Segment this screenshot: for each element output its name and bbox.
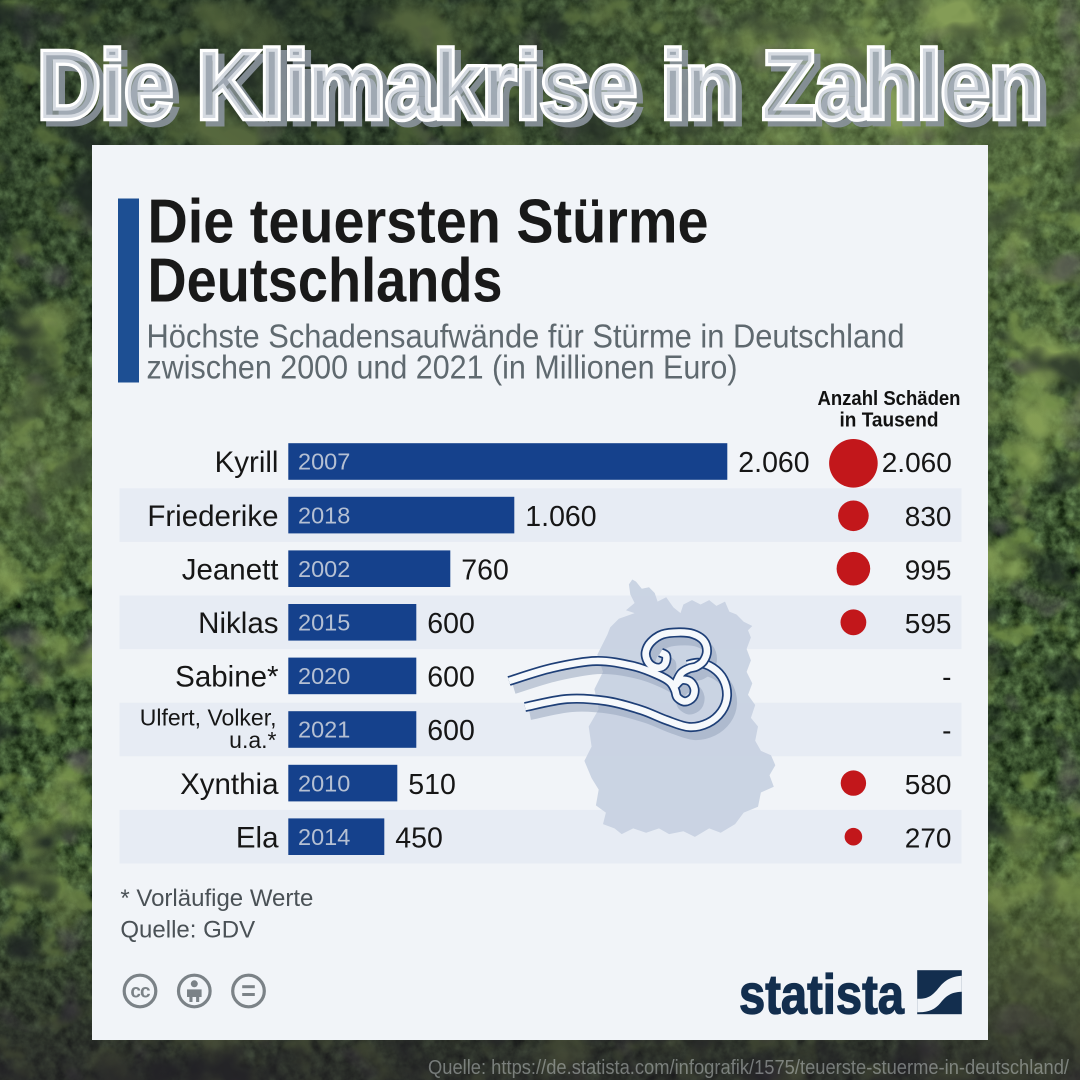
svg-text:statista: statista: [739, 963, 905, 1026]
svg-text:450: 450: [395, 822, 443, 854]
svg-text:Niklas: Niklas: [198, 607, 278, 640]
svg-text:Xynthia: Xynthia: [180, 768, 279, 801]
svg-text:2002: 2002: [298, 556, 350, 582]
svg-text:Anzahl Schäden: Anzahl Schäden: [818, 388, 961, 410]
svg-text:2.060: 2.060: [738, 447, 809, 479]
svg-text:Höchste Schadensaufwände für S: Höchste Schadensaufwände für Stürme in D…: [147, 317, 905, 354]
svg-text:-: -: [942, 662, 951, 693]
svg-text:Die teuersten Stürme: Die teuersten Stürme: [148, 187, 709, 256]
svg-text:* Vorläufige Werte: * Vorläufige Werte: [120, 885, 313, 912]
svg-text:Die Klimakrise in Zahlen: Die Klimakrise in Zahlen: [38, 32, 1043, 139]
svg-text:zwischen 2000 und 2021 (in Mil: zwischen 2000 und 2021 (in Millionen Eur…: [147, 348, 738, 385]
svg-text:510: 510: [408, 769, 456, 801]
svg-text:600: 600: [427, 608, 475, 640]
svg-text:2010: 2010: [298, 770, 350, 796]
svg-text:2007: 2007: [298, 449, 350, 475]
svg-text:-: -: [942, 715, 951, 746]
svg-text:Sabine*: Sabine*: [175, 661, 279, 694]
svg-text:595: 595: [905, 608, 952, 639]
svg-text:Kyrill: Kyrill: [215, 446, 279, 479]
svg-text:600: 600: [427, 715, 475, 747]
svg-text:2021: 2021: [298, 717, 350, 743]
svg-text:2020: 2020: [298, 663, 350, 689]
svg-text:cc: cc: [130, 982, 151, 1003]
svg-text:Friederike: Friederike: [147, 500, 278, 533]
svg-text:Jeanett: Jeanett: [182, 553, 279, 586]
svg-text:2018: 2018: [298, 502, 350, 528]
svg-text:1.060: 1.060: [525, 501, 596, 533]
svg-text:580: 580: [905, 769, 952, 800]
svg-text:u.a.*: u.a.*: [229, 727, 276, 753]
svg-text:in Tausend: in Tausend: [840, 410, 939, 432]
svg-text:995: 995: [905, 554, 952, 585]
svg-text:270: 270: [905, 822, 952, 853]
svg-text:2.060: 2.060: [882, 447, 952, 478]
svg-text:760: 760: [461, 554, 509, 586]
svg-text:600: 600: [427, 662, 475, 694]
svg-text:Quelle: GDV: Quelle: GDV: [120, 917, 255, 944]
svg-text:Ela: Ela: [236, 821, 279, 854]
svg-text:Die Klimakrise in Zahlen: Die Klimakrise in Zahlen: [44, 37, 1049, 144]
svg-text:2015: 2015: [298, 610, 350, 636]
svg-text:Deutschlands: Deutschlands: [148, 246, 503, 315]
svg-text:Ulfert, Volker,: Ulfert, Volker,: [140, 705, 277, 731]
svg-text:2014: 2014: [298, 824, 350, 850]
svg-text:830: 830: [905, 501, 952, 532]
svg-text:Quelle: https://de.statista.co: Quelle: https://de.statista.com/infograf…: [428, 1057, 1069, 1079]
